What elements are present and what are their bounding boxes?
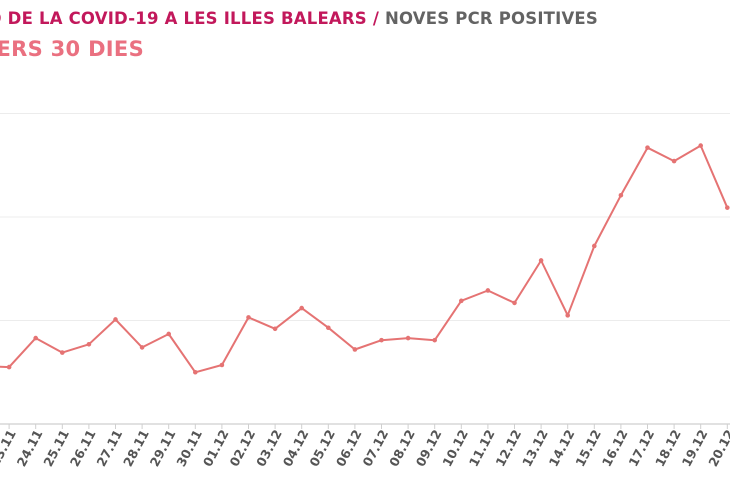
data-point bbox=[405, 335, 411, 341]
data-point bbox=[246, 315, 251, 320]
data-point bbox=[698, 143, 703, 148]
grid-lines bbox=[0, 113, 730, 425]
data-point bbox=[485, 288, 491, 293]
data-point bbox=[86, 342, 92, 347]
data-point bbox=[193, 369, 198, 375]
data-point bbox=[565, 313, 570, 318]
data-point bbox=[6, 364, 12, 370]
data-point bbox=[512, 300, 517, 306]
data-point bbox=[459, 298, 464, 304]
chart-title: EVOLUCIÓ DE LA COVID-19 A LES ILLES BALE… bbox=[0, 9, 598, 28]
data-point bbox=[113, 317, 118, 322]
chart-period-label: ELS DARRERS 30 DIES bbox=[0, 37, 144, 61]
series-line bbox=[0, 144, 729, 374]
data-point bbox=[139, 345, 145, 350]
data-points bbox=[6, 143, 730, 375]
data-point bbox=[33, 335, 38, 341]
data-point bbox=[326, 325, 331, 331]
data-point bbox=[645, 145, 650, 150]
data-point bbox=[592, 243, 597, 249]
data-point bbox=[618, 192, 624, 198]
data-point bbox=[352, 347, 358, 352]
data-point bbox=[219, 362, 225, 368]
data-point bbox=[272, 326, 278, 332]
data-point bbox=[671, 158, 677, 164]
data-point bbox=[379, 337, 384, 343]
data-point bbox=[432, 337, 438, 343]
chart-title-subtitle: NOVES PCR POSITIVES bbox=[385, 9, 598, 28]
data-point bbox=[538, 258, 544, 263]
chart-title-main: EVOLUCIÓ DE LA COVID-19 A LES ILLES BALE… bbox=[0, 9, 367, 28]
data-point bbox=[60, 350, 65, 355]
data-point bbox=[725, 205, 730, 210]
data-point bbox=[299, 305, 305, 311]
x-axis bbox=[8, 424, 728, 429]
data-point bbox=[166, 331, 171, 337]
chart-title-separator: / bbox=[372, 9, 380, 28]
series-line-layer bbox=[0, 144, 729, 374]
x-tick-labels: 23.1124.1125.1126.1127.1128.1129.1130.11… bbox=[0, 427, 730, 469]
